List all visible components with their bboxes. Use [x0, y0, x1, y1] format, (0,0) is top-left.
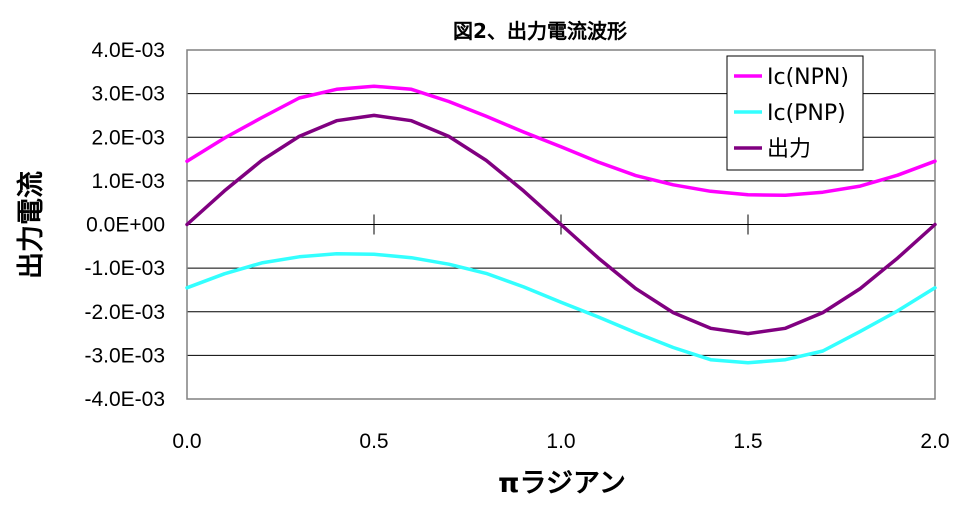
chart-title: 図2、出力電流波形 — [453, 19, 627, 43]
y-axis-title: 出力電流 — [16, 171, 47, 279]
y-tick-label: 2.0E-03 — [91, 126, 165, 149]
x-tick-label: 0.0 — [172, 430, 201, 453]
x-tick-label: 1.5 — [733, 430, 762, 453]
series-line-2 — [185, 251, 937, 365]
y-tick-label: 0.0E+00 — [86, 214, 165, 237]
y-tick-labels: 4.0E-03 3.0E-03 2.0E-03 1.0E-03 0.0E+00 -1.0E… — [84, 39, 165, 411]
x-tick-label: 1.0 — [546, 430, 575, 453]
y-tick-label: -2.0E-03 — [84, 301, 165, 324]
x-tick-label: 2.0 — [920, 430, 949, 453]
legend-label: Ic(NPN) — [767, 65, 849, 90]
y-tick-label: 3.0E-03 — [91, 83, 165, 106]
x-tick-labels: 0.0 0.5 1.0 1.5 2.0 — [172, 430, 949, 453]
y-tick-label: -4.0E-03 — [84, 388, 165, 411]
legend-label: Ic(PNP) — [767, 101, 846, 126]
y-tick-label: 1.0E-03 — [91, 170, 165, 193]
x-tick-label: 0.5 — [359, 430, 388, 453]
series-line-3 — [185, 113, 937, 336]
legend-label: 出力 — [767, 137, 811, 162]
y-tick-label: -1.0E-03 — [84, 257, 165, 280]
x-axis-title: πラジアン — [498, 468, 626, 499]
series-lines — [185, 84, 937, 365]
series-line-1 — [185, 84, 937, 198]
y-tick-label: 4.0E-03 — [91, 39, 165, 62]
legend: Ic(NPN) Ic(PNP) 出力 — [726, 55, 864, 171]
y-tick-label: -3.0E-03 — [84, 344, 165, 367]
